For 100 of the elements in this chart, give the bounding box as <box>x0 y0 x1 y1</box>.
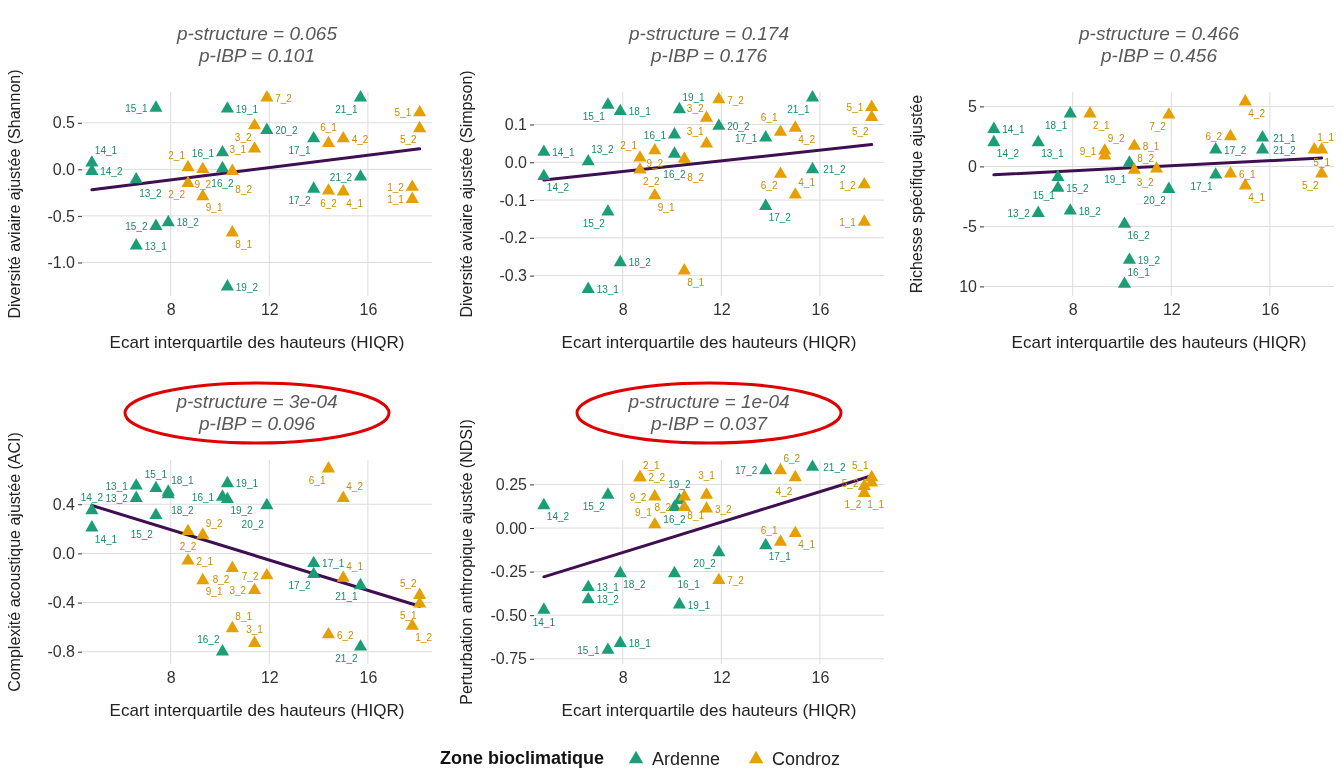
data-label: 13_2 <box>1007 208 1031 220</box>
data-label: 9_1 <box>205 586 223 598</box>
data-label: 17_2 <box>768 212 792 224</box>
data-label: 2_2 <box>642 175 661 187</box>
data-label: 19_1 <box>1104 173 1127 185</box>
data-label: 19_1 <box>235 478 259 490</box>
y-tick-label: -0.8 <box>47 643 76 661</box>
data-label: 5_2 <box>1301 179 1320 191</box>
data-label: 4_2 <box>351 133 369 145</box>
data-label: 19_1 <box>682 91 706 103</box>
data-label: 8_2 <box>212 574 230 586</box>
data-label: 17_1 <box>735 132 758 144</box>
chart-subtitle: p-IBP = 0.176 <box>649 45 768 66</box>
x-tick-label: 16 <box>811 669 830 687</box>
data-label: 18_2 <box>171 505 194 517</box>
data-label: 14_1 <box>552 147 575 159</box>
data-label: 1_2 <box>415 631 433 643</box>
data-label: 15_1 <box>144 469 168 481</box>
data-label: 5_1 <box>1313 156 1331 168</box>
legend-label: Ardenne <box>652 749 721 769</box>
data-label: 21_1 <box>787 103 810 115</box>
x-tick-label: 8 <box>618 301 628 319</box>
x-axis-title: Ecart interquartile des hauteurs (HIQR) <box>109 333 405 352</box>
x-tick-label: 8 <box>166 301 176 319</box>
data-label: 2_2 <box>648 472 666 484</box>
data-label: 2_1 <box>620 140 638 152</box>
data-label: 14_1 <box>532 616 556 628</box>
data-label: 8_1 <box>687 509 705 521</box>
data-label: 5_2 <box>841 477 859 489</box>
y-tick-label: -0.50 <box>490 606 528 624</box>
data-label: 19_2 <box>1137 255 1161 266</box>
data-label: 16_2 <box>663 169 687 181</box>
data-label: 7_2 <box>241 570 259 582</box>
data-label: 13_1 <box>1041 148 1064 160</box>
y-tick-label: -0.4 <box>47 594 76 612</box>
x-tick-label: 8 <box>618 669 628 687</box>
y-tick-label: -0.2 <box>499 229 528 247</box>
y-tick-label: 0.5 <box>52 114 76 132</box>
legend-label: Condroz <box>772 749 841 769</box>
data-label: 17_1 <box>322 558 345 570</box>
data-label: 15_1 <box>582 110 606 122</box>
data-label: 17_1 <box>768 551 792 563</box>
data-label: 2_2 <box>179 541 197 553</box>
y-tick-label: 0.25 <box>495 476 528 494</box>
data-label: 4_1 <box>798 177 816 189</box>
data-label: 13_2 <box>139 187 162 199</box>
data-label: 19_1 <box>687 599 711 611</box>
x-tick-label: 16 <box>359 669 378 687</box>
y-tick-label: 0.00 <box>495 519 528 537</box>
data-label: 15_2 <box>582 500 606 512</box>
legend-title: Zone bioclimatique <box>440 748 605 768</box>
data-label: 20_2 <box>727 121 750 132</box>
data-label: 20_2 <box>241 518 265 530</box>
data-label: 3_2 <box>229 585 247 597</box>
chart-title: p-structure = 0.466 <box>1077 23 1240 44</box>
chart-title: p-structure = 1e-04 <box>627 391 790 412</box>
data-label: 3_1 <box>686 126 704 138</box>
y-tick-label: -0.3 <box>499 267 528 285</box>
data-label: 6_1 <box>308 474 326 486</box>
data-label: 19_2 <box>230 505 254 517</box>
data-label: 4_1 <box>346 560 364 572</box>
data-label: 14_2 <box>80 491 104 503</box>
data-label: 7_2 <box>727 575 745 587</box>
y-tick-label: 0.0 <box>52 545 76 563</box>
data-label: 17_2 <box>735 465 758 477</box>
y-tick-label: 0.0 <box>504 153 528 171</box>
y-tick-label: 0 <box>968 158 978 176</box>
data-label: 13_1 <box>105 480 129 492</box>
data-label: 8_1 <box>1142 141 1160 152</box>
data-label: 8_1 <box>235 238 253 250</box>
chart-title: p-structure = 0.174 <box>627 23 790 44</box>
data-label: 16_1 <box>191 147 215 159</box>
data-label: 18_2 <box>623 579 646 591</box>
data-label: 18_2 <box>176 217 200 229</box>
data-label: 19_2 <box>235 281 259 293</box>
data-label: 7_2 <box>727 94 745 106</box>
data-label: 14_2 <box>546 511 570 523</box>
data-label: 6_2 <box>336 629 354 641</box>
data-label: 18_1 <box>628 106 652 118</box>
data-label: 6_1 <box>760 524 778 536</box>
chart-subtitle: p-IBP = 0.456 <box>1099 45 1218 66</box>
data-label: 9_2 <box>1107 133 1125 145</box>
data-label: 21_1 <box>335 103 358 115</box>
data-label: 3_1 <box>229 143 247 155</box>
data-label: 6_2 <box>760 179 778 191</box>
data-label: 20_2 <box>693 558 717 570</box>
data-label: 9_2 <box>629 491 647 503</box>
chart-subtitle: p-IBP = 0.101 <box>197 45 316 66</box>
data-label: 4_2 <box>798 133 816 145</box>
data-label: 3_1 <box>246 624 264 636</box>
data-label: 15_1 <box>577 645 600 657</box>
y-tick-label: 10 <box>959 278 978 296</box>
data-label: 18_1 <box>171 474 194 486</box>
y-tick-label: -1.0 <box>47 254 76 272</box>
data-label: 13_2 <box>105 493 129 505</box>
data-label: 9_1 <box>205 202 223 214</box>
data-label: 3_2 <box>234 131 252 143</box>
data-label: 16_2 <box>1127 230 1151 241</box>
x-tick-label: 12 <box>712 669 731 687</box>
x-tick-label: 16 <box>359 301 378 319</box>
